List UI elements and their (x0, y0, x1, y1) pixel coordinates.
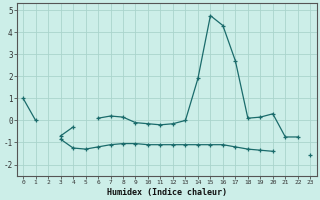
X-axis label: Humidex (Indice chaleur): Humidex (Indice chaleur) (107, 188, 227, 197)
